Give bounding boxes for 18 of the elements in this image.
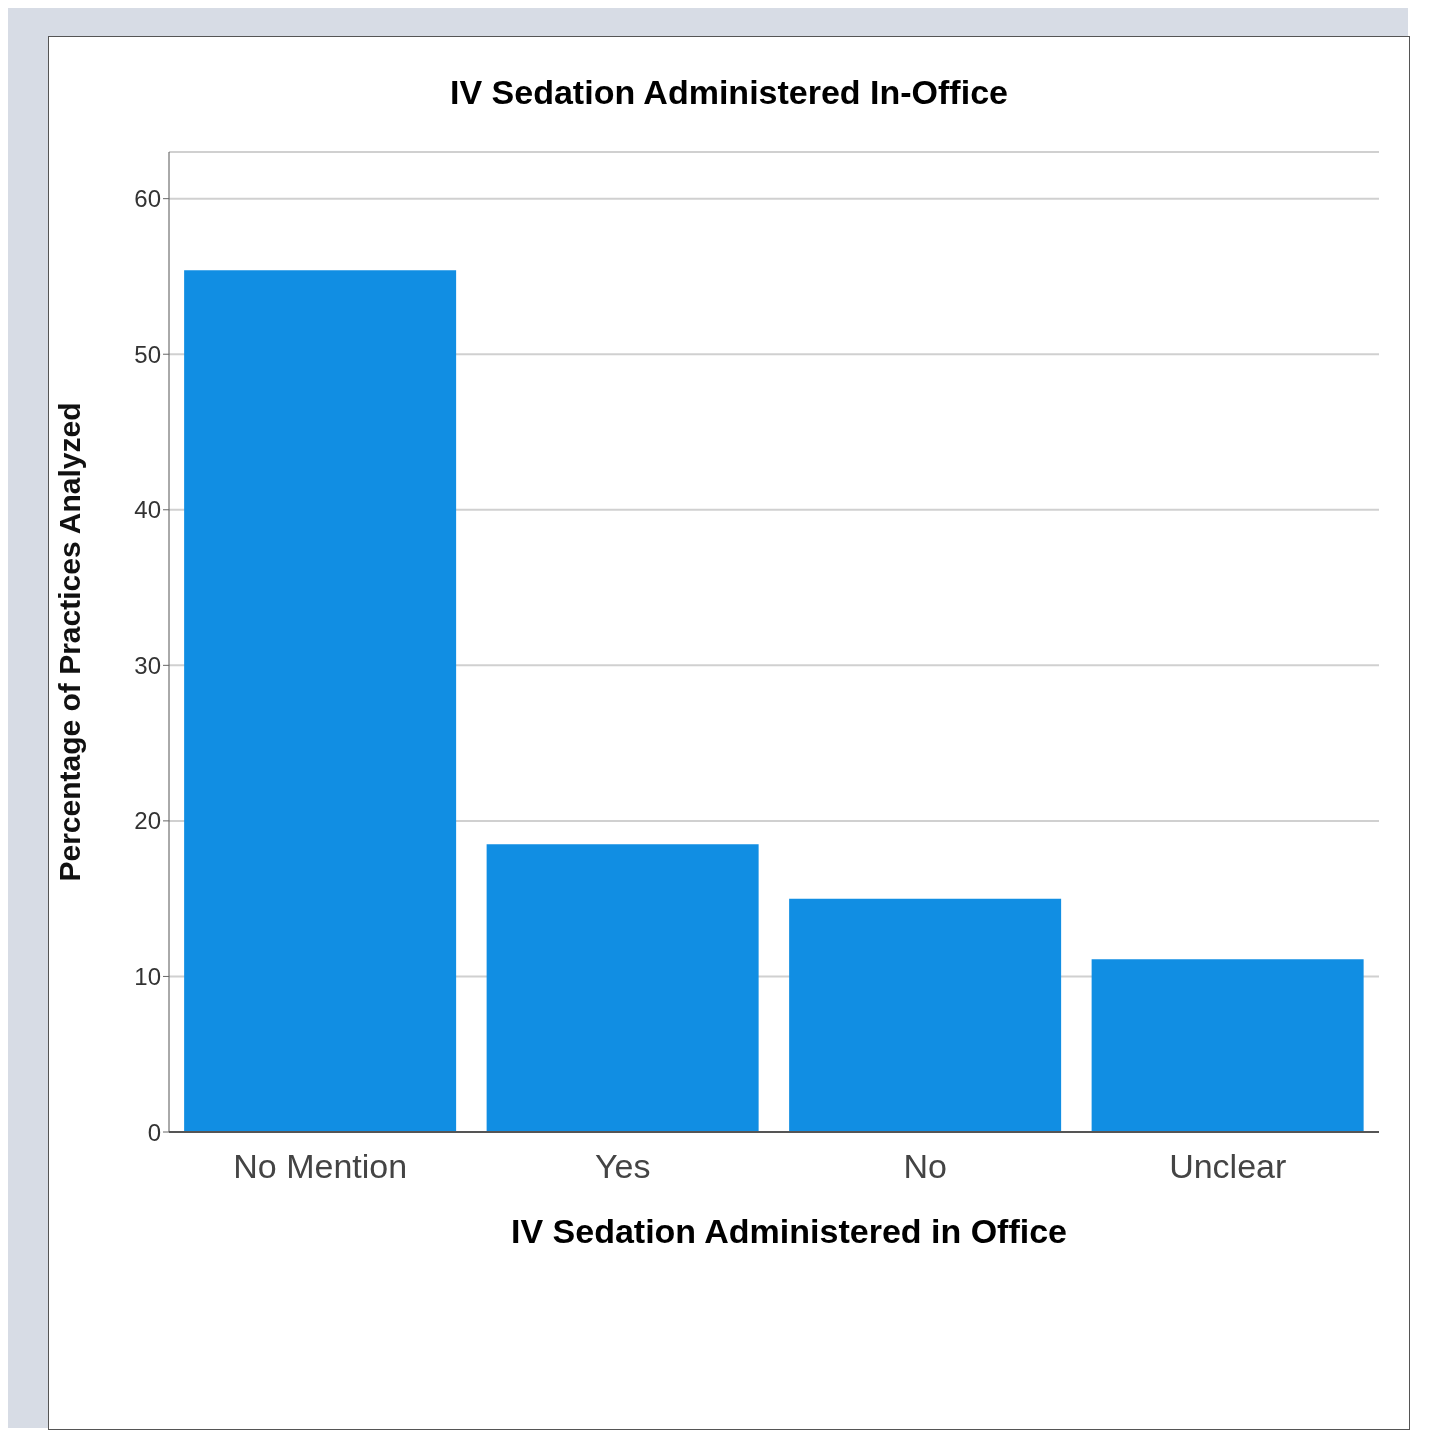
y-tick-label: 30 [134, 651, 161, 679]
bar [1091, 959, 1364, 1132]
y-tick-label: 10 [134, 962, 161, 990]
y-tick-label: 20 [134, 807, 161, 835]
x-tick-label: No Mention [233, 1147, 408, 1186]
x-axis-title: IV Sedation Administered in Office [509, 1212, 1069, 1251]
y-tick-label: 40 [134, 496, 161, 524]
y-tick-label: 60 [134, 185, 161, 213]
y-axis-title: Percentage of Practices Analyzed [52, 402, 86, 882]
y-tick-label: 50 [134, 340, 161, 368]
bar [184, 270, 457, 1132]
bar [789, 898, 1062, 1132]
x-tick-label: Unclear [1169, 1147, 1287, 1186]
chart-title: IV Sedation Administered In-Office [449, 73, 1009, 112]
bar [486, 844, 759, 1132]
y-tick-label: 0 [147, 1118, 161, 1146]
x-tick-label: No [903, 1147, 947, 1186]
x-tick-label: Yes [595, 1147, 651, 1186]
